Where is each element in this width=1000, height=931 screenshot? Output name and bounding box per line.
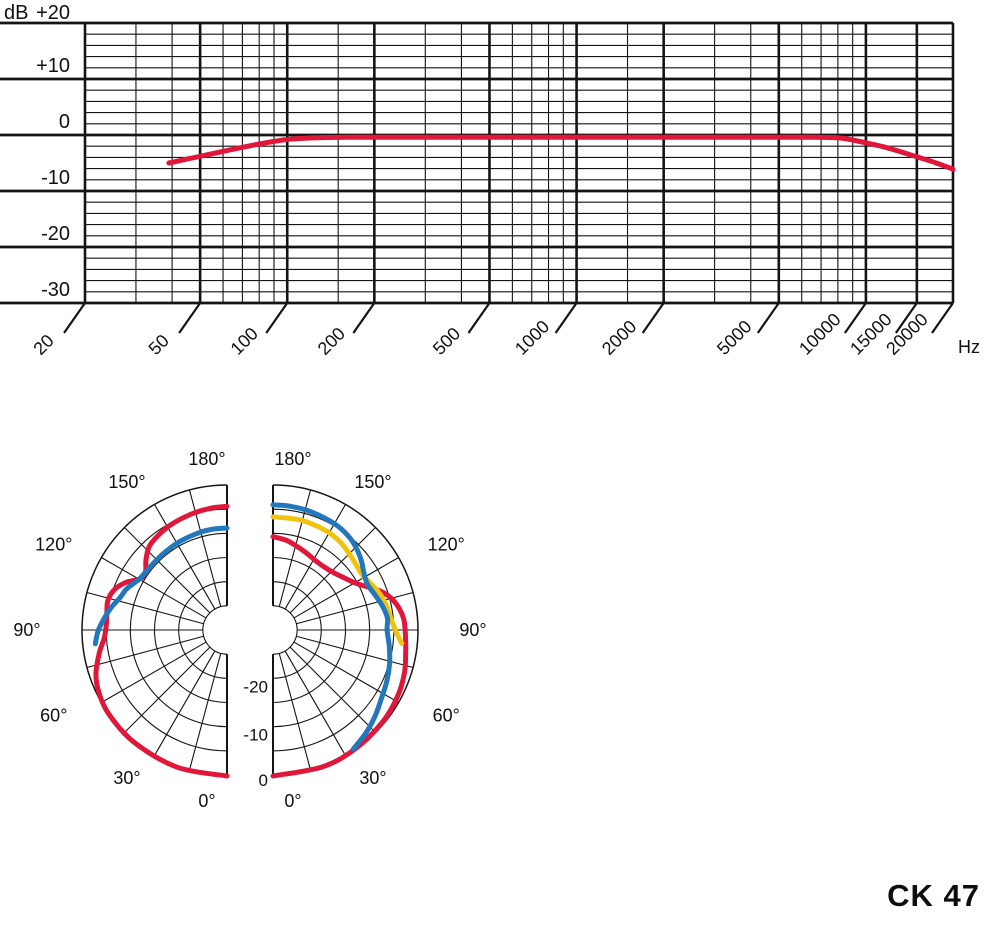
frequency-response-chart: dB +20 +10 0 -10 -20 -30 20 50 100 200 500 1000 2000 5…	[0, 2, 980, 359]
svg-text:100: 100	[227, 323, 262, 358]
svg-text:0°: 0°	[198, 791, 215, 811]
svg-text:-10: -10	[243, 726, 268, 745]
svg-text:30°: 30°	[359, 768, 386, 788]
svg-text:20: 20	[29, 331, 57, 359]
svg-text:180°: 180°	[274, 449, 311, 469]
legend: 125 Hz 250 Hz 500 Hz 1000 Hz 2000 Hz 400…	[0, 820, 520, 920]
svg-text:-10: -10	[41, 167, 70, 189]
svg-text:Hz: Hz	[958, 337, 980, 357]
svg-text:0: 0	[59, 111, 70, 133]
svg-text:200: 200	[314, 323, 349, 358]
svg-text:+10: +10	[36, 55, 70, 77]
svg-text:150°: 150°	[108, 472, 145, 492]
svg-text:1000: 1000	[511, 316, 553, 358]
svg-text:30°: 30°	[113, 768, 140, 788]
svg-text:120°: 120°	[428, 535, 465, 555]
svg-text:60°: 60°	[433, 706, 460, 726]
svg-text:-20: -20	[41, 223, 70, 245]
svg-text:-30: -30	[41, 279, 70, 301]
svg-text:180°: 180°	[188, 449, 225, 469]
svg-text:90°: 90°	[13, 620, 40, 640]
model-label: CK 47	[887, 878, 980, 913]
svg-text:150°: 150°	[354, 472, 391, 492]
svg-text:50: 50	[145, 331, 173, 359]
polar-pattern-chart: 0° 30° 60° 90° 120° 150° 180° 0° 30° 60° 90° 120° 15…	[13, 449, 486, 811]
svg-text:10000: 10000	[795, 309, 845, 359]
svg-text:500: 500	[429, 323, 464, 358]
svg-text:dB: dB	[4, 2, 28, 24]
svg-text:5000: 5000	[713, 316, 755, 358]
svg-text:2000: 2000	[598, 316, 640, 358]
svg-text:-20: -20	[243, 677, 268, 696]
svg-text:120°: 120°	[35, 535, 72, 555]
svg-text:0°: 0°	[284, 791, 301, 811]
svg-text:60°: 60°	[40, 706, 67, 726]
svg-text:0: 0	[259, 771, 268, 790]
svg-text:90°: 90°	[459, 620, 486, 640]
svg-text:+20: +20	[36, 2, 70, 24]
